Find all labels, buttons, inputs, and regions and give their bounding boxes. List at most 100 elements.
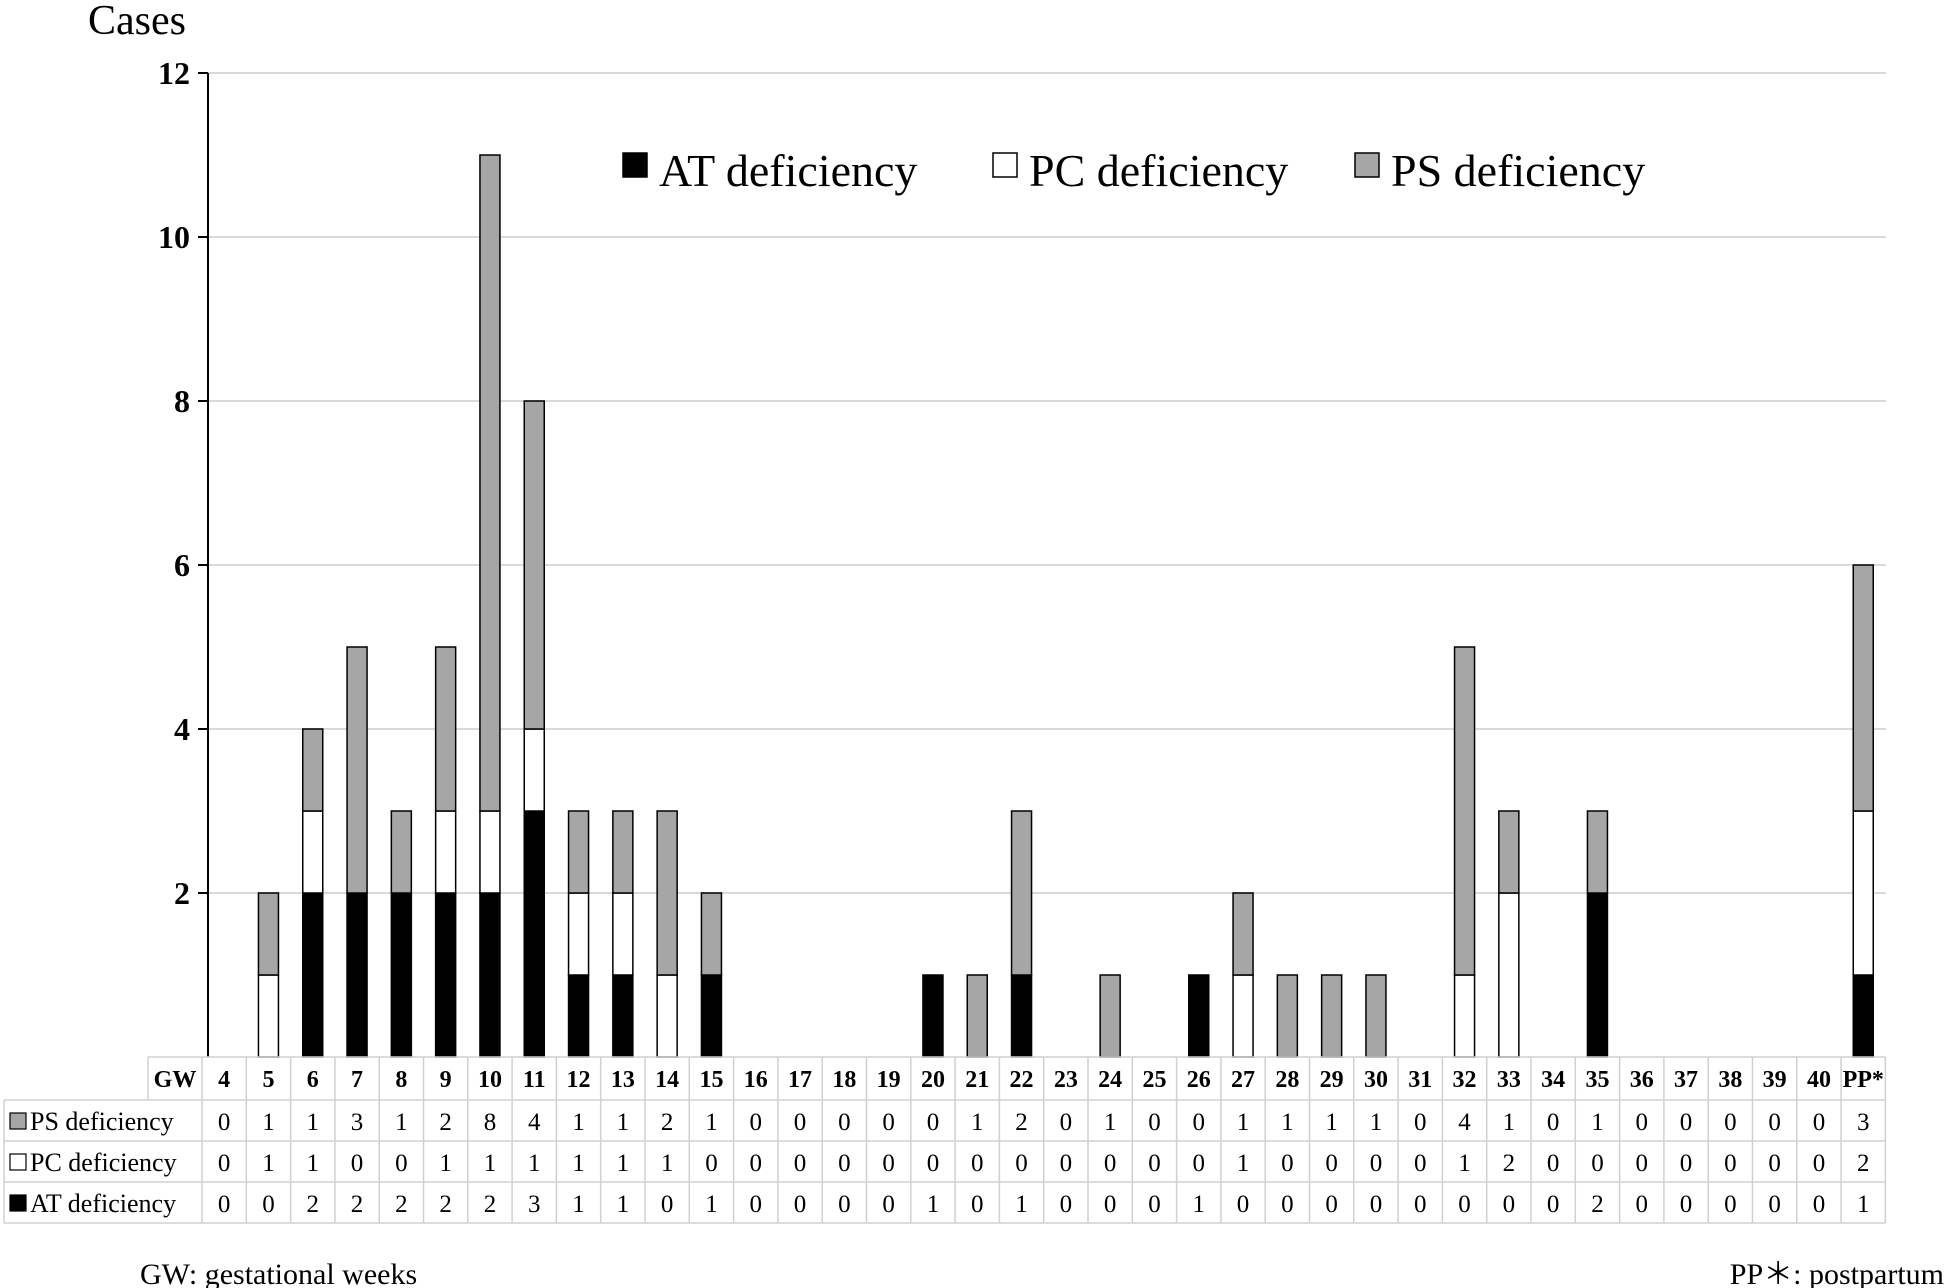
y-tick-labels: 2 4 6 8 10 12 [158, 55, 209, 1057]
table-cell: 1 [661, 1150, 674, 1177]
bar-segment-pc-10 [479, 810, 501, 894]
table-cell: 0 [882, 1191, 895, 1218]
table-cell: 0 [1015, 1150, 1028, 1177]
table-cell: 0 [262, 1191, 275, 1218]
x-tick-label: 13 [611, 1067, 635, 1093]
table-cell: 3 [1857, 1109, 1870, 1136]
table-cell: 0 [1370, 1150, 1383, 1177]
table-cell: 0 [882, 1109, 895, 1136]
bar-segment-ps-27 [1232, 892, 1254, 976]
table-cell: 0 [1281, 1191, 1294, 1218]
x-tick-label: 38 [1718, 1067, 1742, 1093]
footnote-pp: PP＊: postpartum [1730, 1258, 1944, 1288]
table-cell: 0 [838, 1191, 851, 1218]
table-cell: 0 [1193, 1150, 1206, 1177]
legend-label: PC deficiency [1029, 145, 1288, 196]
bar-segment-ps-13 [612, 810, 634, 894]
bar-segment-ps-PP* [1852, 564, 1874, 812]
table-cell: 0 [1636, 1150, 1649, 1177]
x-tick-label: 11 [523, 1067, 546, 1093]
bar-segment-pc-6 [302, 810, 324, 894]
table-cell: 0 [1060, 1150, 1073, 1177]
bars [257, 154, 1874, 1058]
table-cell: 0 [750, 1150, 763, 1177]
table-cell: 0 [1193, 1109, 1206, 1136]
table-cell: 3 [351, 1109, 364, 1136]
table-cell: 0 [1458, 1191, 1471, 1218]
table-cell: 8 [484, 1109, 497, 1136]
bar-segment-ps-24 [1099, 974, 1121, 1058]
y-tick-label: 4 [174, 711, 190, 747]
x-tick-label: 24 [1098, 1067, 1122, 1093]
table-cell: 0 [1325, 1191, 1338, 1218]
x-tick-label: 25 [1142, 1067, 1166, 1093]
table-cell: 1 [484, 1150, 497, 1177]
y-tick-label: 2 [174, 875, 190, 911]
table-cell: 0 [1148, 1109, 1161, 1136]
bar-segment-ps-12 [567, 810, 590, 894]
table-cell: 1 [1237, 1109, 1250, 1136]
bar-segment-pc-14 [656, 974, 678, 1058]
table-cell: 2 [1857, 1150, 1870, 1177]
table-cell: 0 [1547, 1150, 1560, 1177]
table-cell: 0 [838, 1109, 851, 1136]
y-tick-label: 10 [158, 219, 190, 255]
bar-segment-at-6 [302, 892, 324, 1058]
table-cell: 1 [705, 1109, 718, 1136]
bar-segment-at-26 [1188, 974, 1210, 1058]
bar-segment-at-35 [1586, 892, 1609, 1058]
table-cell: 0 [794, 1191, 807, 1218]
bar-segment-ps-33 [1498, 810, 1520, 894]
table-cell: 0 [1813, 1191, 1826, 1218]
table-cell: 0 [794, 1150, 807, 1177]
table-cell: 1 [617, 1109, 630, 1136]
table-cell: 0 [1104, 1150, 1117, 1177]
table-cell: 0 [351, 1150, 364, 1177]
table-row-label: PS deficiency [30, 1107, 174, 1136]
x-tick-label: 15 [699, 1067, 723, 1093]
bar-segment-ps-6 [302, 728, 324, 812]
bar-segment-pc-27 [1232, 974, 1254, 1058]
table-row-swatch [9, 1112, 27, 1130]
table-cell: 1 [439, 1150, 452, 1177]
x-tick-label: 23 [1054, 1067, 1078, 1093]
x-tick-label: 10 [478, 1067, 502, 1093]
x-tick-label: 6 [307, 1067, 319, 1093]
bar-segment-pc-PP* [1852, 810, 1874, 976]
table-row-label: AT deficiency [30, 1189, 176, 1218]
bar-segment-ps-5 [257, 892, 280, 976]
legend-swatch [992, 152, 1018, 178]
bar-segment-ps-9 [434, 646, 457, 812]
table-cell: 1 [307, 1109, 320, 1136]
bar-segment-pc-5 [257, 974, 280, 1058]
table-cell: 0 [1680, 1150, 1693, 1177]
table-cell: 1 [262, 1150, 275, 1177]
table-cell: 0 [1724, 1109, 1737, 1136]
table-cell: 0 [1636, 1109, 1649, 1136]
bar-segment-at-13 [612, 974, 634, 1058]
table-cell: 4 [528, 1109, 541, 1136]
bar-segment-ps-29 [1320, 974, 1343, 1058]
table-cell: 0 [927, 1150, 940, 1177]
x-tick-label: 27 [1231, 1067, 1255, 1093]
x-tick-label: 31 [1408, 1067, 1432, 1093]
bar-segment-at-11 [523, 810, 545, 1058]
table-cell: 1 [572, 1109, 585, 1136]
table-cell: 0 [218, 1150, 231, 1177]
x-tick-label: 37 [1674, 1067, 1698, 1093]
x-tick-label: 29 [1320, 1067, 1344, 1093]
table-cell: 0 [971, 1150, 984, 1177]
table-cell: 0 [1370, 1191, 1383, 1218]
table-cell: 2 [1591, 1191, 1604, 1218]
bar-segment-at-22 [1010, 974, 1033, 1058]
x-tick-label: 9 [440, 1067, 452, 1093]
bar-segment-at-15 [700, 974, 723, 1058]
bar-segment-ps-28 [1276, 974, 1299, 1058]
bar-segment-at-7 [346, 892, 368, 1058]
legend-swatch [1354, 152, 1380, 178]
x-tick-label: 14 [655, 1067, 679, 1093]
table-cell: 0 [1060, 1191, 1073, 1218]
table-cell: 0 [1724, 1191, 1737, 1218]
table-cell: 0 [1768, 1150, 1781, 1177]
